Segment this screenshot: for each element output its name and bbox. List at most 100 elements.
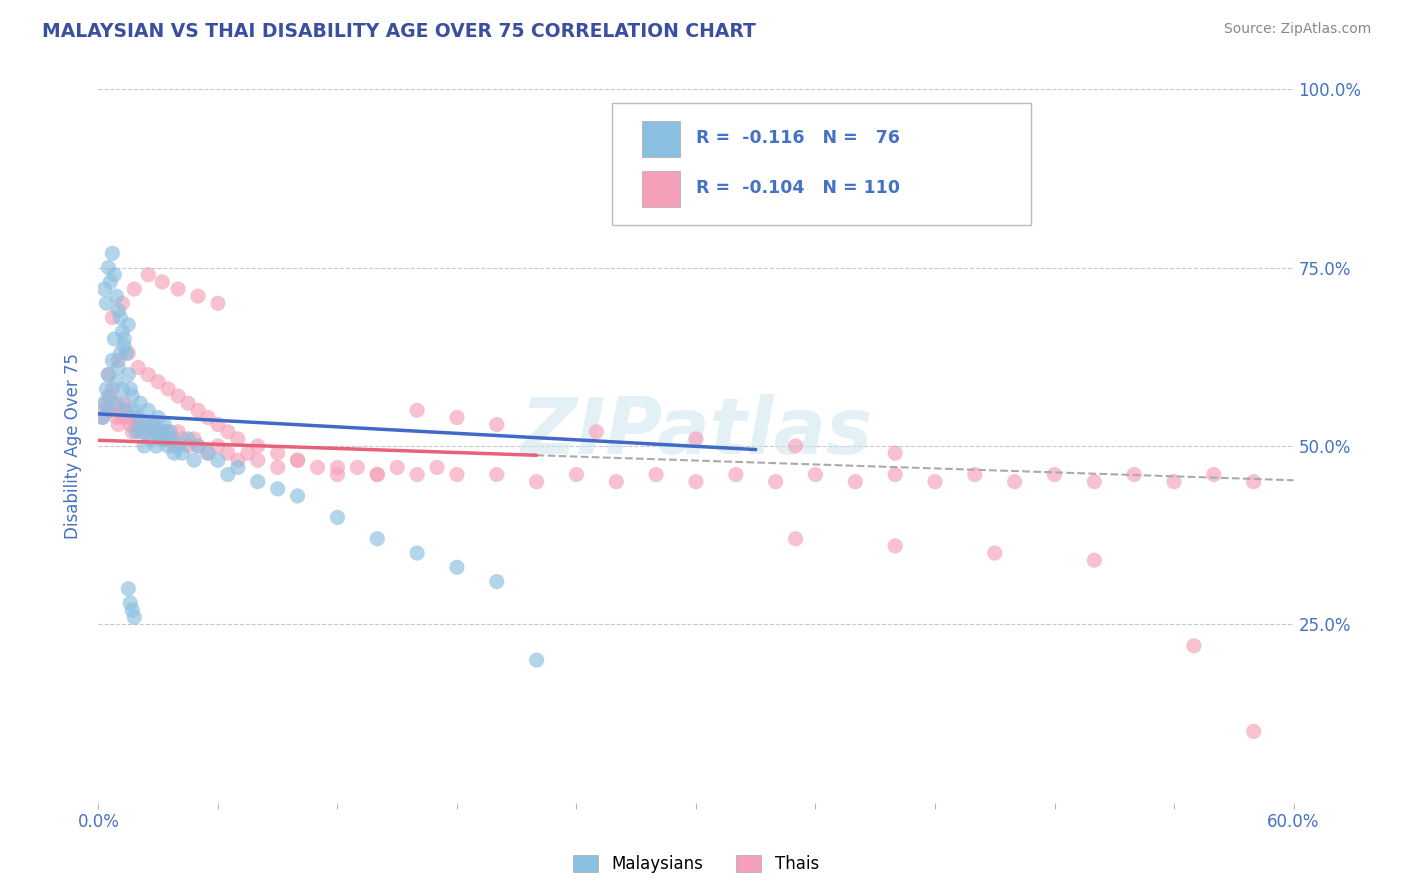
Point (111, 296, 134, 310)
Point (366, 467, 388, 482)
Point (131, 417, 153, 432)
Point (96, 382, 118, 396)
Point (155, 425, 177, 439)
Point (785, 532, 807, 546)
Point (112, 339, 135, 353)
Point (346, 460, 368, 475)
Point (446, 410, 468, 425)
Point (167, 439, 190, 453)
Point (135, 425, 157, 439)
Point (159, 425, 181, 439)
Point (100, 389, 122, 403)
FancyBboxPatch shape (643, 171, 681, 207)
Point (785, 439, 807, 453)
Point (984, 546, 1007, 560)
Point (307, 460, 329, 475)
Point (197, 446, 219, 460)
Point (107, 303, 129, 318)
Point (159, 432, 181, 446)
Point (103, 268, 125, 282)
Point (267, 446, 290, 460)
Point (197, 410, 219, 425)
Point (187, 289, 209, 303)
Text: MALAYSIAN VS THAI DISABILITY AGE OVER 75 CORRELATION CHART: MALAYSIAN VS THAI DISABILITY AGE OVER 75… (42, 22, 756, 41)
Text: R =  -0.116   N =   76: R = -0.116 N = 76 (696, 128, 900, 146)
Point (217, 446, 239, 460)
Point (155, 432, 177, 446)
Point (117, 318, 139, 332)
Point (120, 417, 142, 432)
Point (172, 432, 194, 446)
Point (226, 432, 249, 446)
Point (207, 453, 229, 467)
Point (183, 453, 205, 467)
Point (366, 467, 388, 482)
Point (141, 417, 163, 432)
Point (217, 425, 239, 439)
Point (97, 368, 120, 382)
Point (93, 396, 115, 410)
Point (287, 453, 309, 467)
Point (485, 574, 508, 589)
Point (217, 467, 239, 482)
Point (103, 332, 125, 346)
Point (107, 360, 129, 375)
Point (97, 368, 120, 382)
Y-axis label: Disability Age Over 75: Disability Age Over 75 (65, 353, 83, 539)
Point (884, 467, 907, 482)
Point (187, 403, 209, 417)
Point (526, 653, 548, 667)
Point (100, 275, 122, 289)
Point (127, 360, 149, 375)
Point (183, 432, 205, 446)
Point (446, 467, 468, 482)
Point (406, 467, 429, 482)
Point (131, 425, 153, 439)
Point (366, 532, 388, 546)
Point (246, 453, 269, 467)
Point (101, 310, 124, 325)
Point (150, 425, 173, 439)
Point (91, 410, 114, 425)
Point (207, 296, 229, 310)
Point (326, 460, 349, 475)
Point (177, 432, 200, 446)
Point (485, 467, 508, 482)
Point (150, 275, 173, 289)
FancyBboxPatch shape (613, 103, 1031, 225)
FancyBboxPatch shape (643, 121, 681, 157)
Text: Source: ZipAtlas.com: Source: ZipAtlas.com (1223, 22, 1371, 37)
Point (143, 417, 166, 432)
Point (197, 446, 219, 460)
Point (97, 260, 120, 275)
Point (924, 475, 946, 489)
Point (385, 460, 409, 475)
Point (645, 467, 668, 482)
Point (187, 439, 209, 453)
Point (287, 489, 309, 503)
Point (105, 375, 128, 389)
Point (167, 425, 190, 439)
Point (526, 475, 548, 489)
Point (963, 467, 986, 482)
Point (115, 403, 138, 417)
Point (129, 396, 152, 410)
Point (287, 453, 309, 467)
Point (111, 410, 134, 425)
Point (1243, 475, 1265, 489)
Point (153, 417, 176, 432)
Point (100, 403, 122, 417)
Point (326, 510, 349, 524)
Point (585, 425, 607, 439)
Point (187, 439, 209, 453)
Point (160, 432, 183, 446)
Point (97, 389, 120, 403)
Point (121, 603, 143, 617)
Point (107, 353, 129, 368)
Point (884, 539, 907, 553)
Point (177, 396, 200, 410)
Point (1083, 475, 1105, 489)
Point (1202, 467, 1225, 482)
Point (426, 460, 449, 475)
Point (115, 403, 138, 417)
